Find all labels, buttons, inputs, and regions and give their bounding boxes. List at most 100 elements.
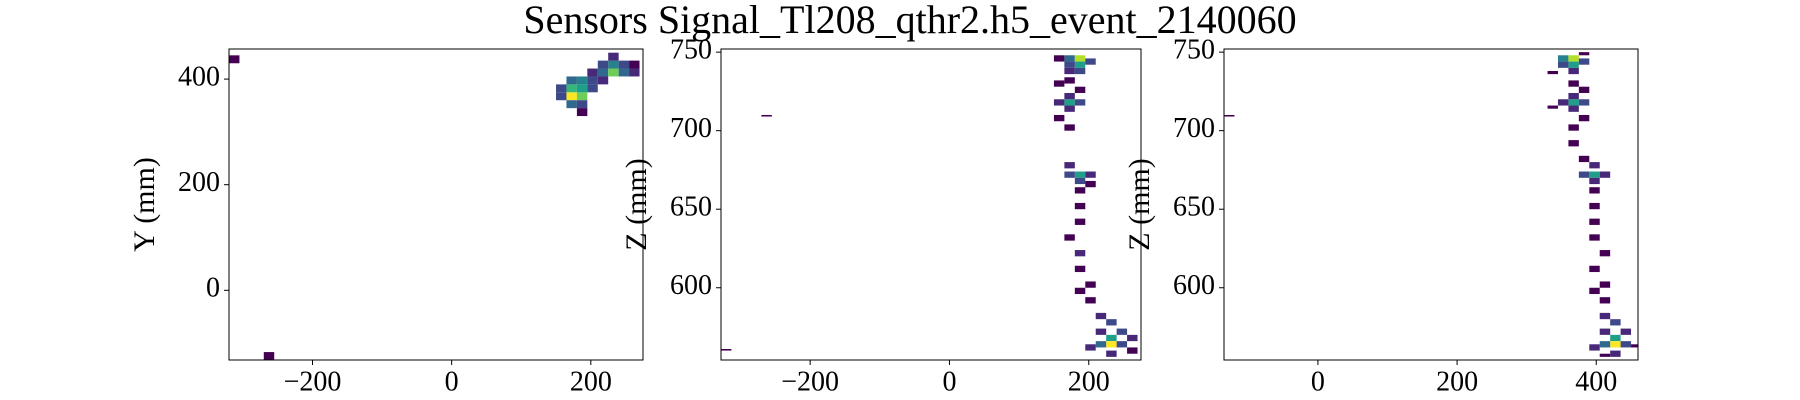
heatmap-cell: [1589, 265, 1600, 273]
heatmap-cell: [1064, 171, 1075, 178]
heatmap-cell: [1578, 171, 1590, 178]
figure-title: Sensors Signal_Tl208_qthr2.h5_event_2140…: [523, 0, 1296, 42]
heatmap-cell: [1599, 353, 1611, 357]
y-tick-label: 700: [670, 113, 712, 144]
y-tick-label: 0: [206, 273, 220, 304]
x-tick-label: 200: [570, 366, 612, 397]
heatmap-cell: [1568, 55, 1579, 62]
heatmap-cell: [587, 84, 598, 93]
cells: [1224, 52, 1638, 357]
heatmap-cell: [629, 68, 640, 77]
heatmap-cell: [1074, 61, 1086, 68]
heatmap-cell: [587, 76, 598, 85]
plot: −200 0 200 0 200 400 Y (mm): [128, 48, 644, 397]
heatmap-cell: [1620, 341, 1632, 348]
heatmap-cell: [608, 52, 619, 61]
heatmap-cell: [1053, 114, 1065, 122]
heatmap-cell: [1568, 140, 1579, 147]
x-tick-label: 200: [1068, 366, 1110, 397]
y-tick-label: 600: [1173, 270, 1215, 301]
y-tick-label: 200: [178, 167, 220, 198]
heatmap-cell: [1074, 218, 1086, 225]
heatmap-cell: [1578, 155, 1590, 163]
heatmap-cell: [1568, 92, 1579, 100]
y-axis-label: Z (mm): [1123, 158, 1156, 250]
heatmap-cell: [1085, 58, 1096, 65]
heatmap-cell: [1074, 250, 1086, 257]
heatmap-cell: [1064, 124, 1075, 131]
heatmap-cell: [1116, 341, 1128, 348]
heatmap-cell: [1568, 99, 1579, 106]
heatmap-cell: [1064, 77, 1075, 84]
heatmap-cell: [1074, 55, 1086, 62]
heatmap-cell: [1620, 328, 1632, 335]
heatmap-cell: [1116, 328, 1128, 335]
heatmap-cell: [1074, 265, 1086, 273]
heatmap-cell: [566, 92, 577, 101]
heatmap-cell: [1589, 218, 1600, 225]
heatmap-cell: [1599, 341, 1611, 348]
heatmap-cell: [1568, 80, 1579, 87]
heatmap-cell: [1085, 344, 1096, 351]
heatmap-cell: [1610, 319, 1621, 326]
heatmap-cell: [1610, 341, 1621, 348]
heatmap-cell: [1557, 61, 1569, 68]
heatmap-cell: [576, 76, 588, 85]
x-tick-label: −200: [781, 366, 839, 397]
heatmap-cell: [1568, 105, 1579, 112]
heatmap-cell: [597, 60, 609, 69]
heatmap-cell: [1589, 202, 1600, 210]
axes-frame: [720, 48, 1142, 361]
heatmap-cell: [1568, 61, 1579, 68]
heatmap-cell: [1610, 334, 1621, 342]
cells: [229, 52, 640, 360]
heatmap-cell: [1064, 234, 1075, 241]
heatmap-cell: [1074, 171, 1086, 178]
heatmap-cell: [1085, 180, 1096, 188]
heatmap-cell: [1106, 334, 1117, 342]
y-tick-label: 650: [1173, 192, 1215, 223]
heatmap-cell: [556, 84, 567, 93]
heatmap-cell: [1074, 177, 1086, 185]
heatmap-cell: [576, 100, 588, 109]
heatmap-cell: [1578, 52, 1590, 56]
heatmap-cell: [1106, 319, 1117, 326]
heatmap-cell: [1568, 67, 1579, 75]
y-axis-label: Y (mm): [128, 157, 161, 252]
heatmap-cell: [556, 92, 567, 101]
y-tick-label: 600: [670, 270, 712, 301]
heatmap-cell: [608, 60, 619, 69]
heatmap-cell: [566, 100, 577, 109]
heatmap-cell: [1064, 92, 1075, 100]
heatmap-cell: [1599, 281, 1611, 288]
heatmap-cell: [618, 68, 630, 77]
heatmap-cell: [1589, 287, 1600, 295]
heatmap-cell: [1053, 55, 1065, 62]
heatmap-cell: [1568, 124, 1579, 131]
heatmap-cell: [576, 92, 588, 101]
heatmap-cell: [1053, 80, 1065, 87]
heatmap-cell: [587, 68, 598, 77]
heatmap-cell: [576, 108, 588, 117]
heatmap-cell: [1578, 114, 1590, 122]
heatmap-cell: [1074, 287, 1086, 295]
heatmap-cell: [1224, 114, 1235, 117]
x-tick-label: 0: [942, 366, 956, 397]
x-tick-label: 0: [445, 366, 459, 397]
heatmap-cell: [1085, 171, 1096, 178]
y-tick-label: 650: [670, 192, 712, 223]
heatmap-cell: [761, 114, 772, 117]
heatmap-cell: [1599, 250, 1611, 257]
heatmap-cell: [263, 352, 275, 360]
heatmap-cell: [1074, 202, 1086, 210]
heatmap-cell: [1578, 58, 1590, 65]
heatmap-cell: [618, 60, 630, 69]
y-tick-label: 400: [178, 62, 220, 93]
heatmap-cell: [1589, 344, 1600, 351]
heatmap-cell: [1095, 341, 1107, 348]
heatmap-cell: [597, 68, 609, 77]
heatmap-cell: [1599, 312, 1611, 320]
y-tick-label: 750: [670, 35, 712, 66]
